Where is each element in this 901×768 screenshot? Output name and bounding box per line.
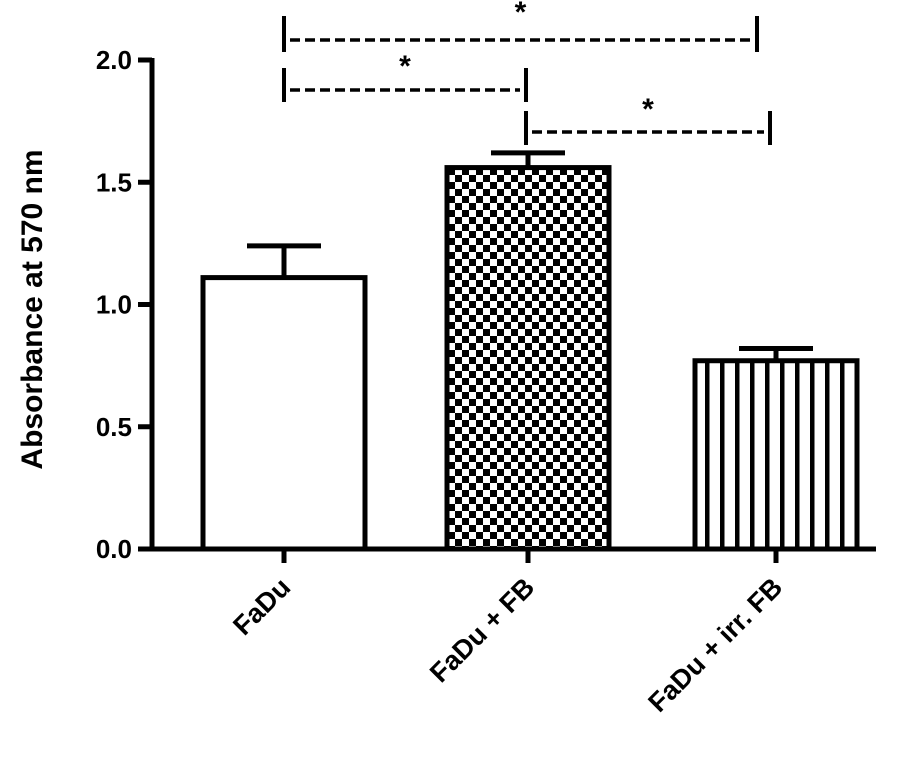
y-tick-label: 1.0 bbox=[96, 290, 132, 320]
y-tick-label: 2.0 bbox=[96, 45, 132, 75]
significance-star: * bbox=[642, 93, 654, 126]
bar bbox=[692, 358, 860, 552]
significance-brackets: * * * bbox=[282, 0, 772, 145]
significance-star: * bbox=[399, 50, 411, 83]
category-label: FaDu + FB bbox=[424, 572, 540, 688]
y-tick-label: 0.5 bbox=[96, 412, 132, 442]
category-label: FaDu + irr. FB bbox=[642, 572, 788, 718]
bar bbox=[444, 165, 612, 552]
bar bbox=[200, 275, 368, 552]
y-tick-label: 0.0 bbox=[96, 534, 132, 564]
significance-star: * bbox=[515, 0, 527, 29]
category-label: FaDu bbox=[227, 572, 296, 641]
y-tick-label: 1.5 bbox=[96, 167, 132, 197]
y-axis-title: Absorbance at 570 nm bbox=[16, 149, 49, 469]
bars bbox=[200, 150, 860, 552]
labels: 0.0 0.5 1.0 1.5 2.0 Absorbance at 570 nm FaDu F… bbox=[16, 45, 788, 718]
